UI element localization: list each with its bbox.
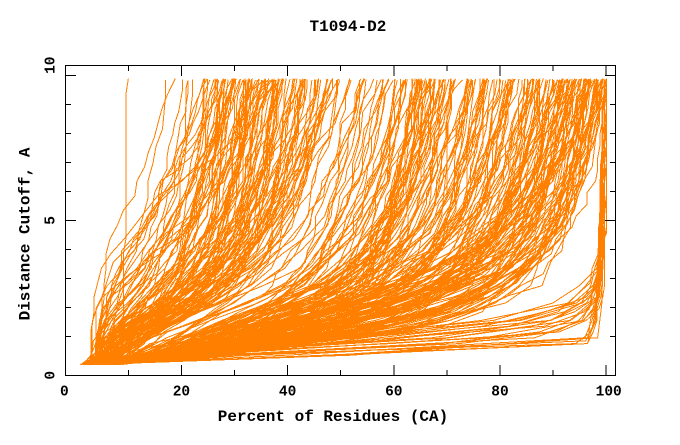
- svg-text:0: 0: [60, 384, 69, 400]
- svg-text:Percent of Residues (CA): Percent of Residues (CA): [218, 408, 448, 426]
- svg-text:5: 5: [43, 216, 59, 225]
- svg-text:60: 60: [385, 384, 402, 400]
- svg-text:20: 20: [173, 384, 190, 400]
- svg-text:0: 0: [43, 371, 59, 380]
- svg-text:10: 10: [43, 56, 59, 73]
- svg-text:T1094-D2: T1094-D2: [309, 18, 386, 36]
- svg-text:40: 40: [279, 384, 296, 400]
- svg-text:100: 100: [596, 384, 622, 400]
- svg-text:80: 80: [491, 384, 508, 400]
- svg-text:Distance Cutoff, A: Distance Cutoff, A: [16, 147, 34, 320]
